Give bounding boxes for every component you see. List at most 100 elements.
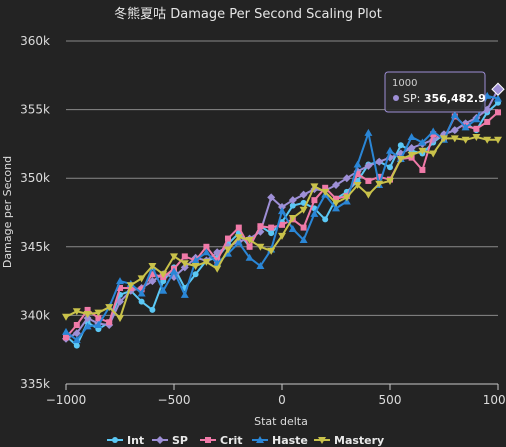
data-point-haste[interactable] [245,253,254,261]
data-point-mastery[interactable] [288,214,297,222]
data-point-crit[interactable] [84,306,91,313]
data-point-mastery[interactable] [191,263,200,271]
data-point-crit[interactable] [181,253,188,260]
legend-symbol[interactable] [256,436,264,443]
data-point-sp[interactable] [267,193,276,202]
data-point-haste[interactable] [472,115,481,123]
data-point-mastery[interactable] [461,136,470,144]
data-point-haste[interactable] [94,321,103,329]
data-point-mastery[interactable] [353,182,362,190]
data-point-haste[interactable] [310,209,319,217]
data-point-crit[interactable] [484,118,491,125]
data-point-mastery[interactable] [278,232,286,240]
data-point-mastery[interactable] [234,234,243,242]
data-point-haste[interactable] [450,111,459,119]
data-point-haste[interactable] [494,94,502,102]
data-point-mastery[interactable] [494,136,502,144]
data-point-mastery[interactable] [224,246,232,254]
data-point-haste[interactable] [332,204,340,212]
data-point-haste[interactable] [299,235,308,243]
data-point-sp[interactable] [342,174,351,183]
data-point-mastery[interactable] [321,188,330,196]
hover-point[interactable] [491,82,505,96]
data-point-mastery[interactable] [267,247,276,255]
data-point-mastery[interactable] [256,243,265,251]
data-point-haste[interactable] [72,336,81,344]
data-point-crit[interactable] [257,223,264,230]
data-point-crit[interactable] [235,224,242,231]
data-point-mastery[interactable] [72,308,81,316]
data-point-mastery[interactable] [342,194,351,202]
data-point-haste[interactable] [364,128,373,136]
data-point-mastery[interactable] [375,180,384,188]
data-point-haste[interactable] [180,290,189,298]
legend-item-haste[interactable]: Haste [252,434,308,447]
data-point-sp[interactable] [299,190,308,199]
data-point-mastery[interactable] [440,135,448,143]
data-point-crit[interactable] [73,322,80,329]
data-point-int[interactable] [73,342,80,349]
data-point-crit[interactable] [203,243,210,250]
data-point-mastery[interactable] [159,271,168,279]
data-point-haste[interactable] [191,256,200,264]
data-point-mastery[interactable] [245,236,254,244]
data-point-haste[interactable] [461,123,470,131]
data-point-crit[interactable] [473,125,480,132]
legend-item-sp[interactable]: SP [152,434,188,447]
data-point-mastery[interactable] [180,260,189,268]
data-point-int[interactable] [397,142,404,149]
data-point-crit[interactable] [279,221,285,228]
data-point-crit[interactable] [354,171,361,178]
data-point-crit[interactable] [419,166,426,173]
data-point-mastery[interactable] [116,315,124,323]
data-point-haste[interactable] [429,127,438,135]
data-point-mastery[interactable] [407,151,416,159]
data-point-crit[interactable] [246,243,253,250]
data-point-mastery[interactable] [418,147,427,155]
data-point-crit[interactable] [311,197,318,204]
data-point-crit[interactable] [63,334,69,341]
data-point-haste[interactable] [256,262,265,270]
data-point-sp[interactable] [116,297,124,306]
data-point-haste[interactable] [170,267,178,275]
data-point-mastery[interactable] [148,263,157,271]
data-point-int[interactable] [149,306,156,313]
legend-item-crit[interactable]: Crit [200,434,243,447]
data-point-crit[interactable] [106,319,113,326]
data-point-mastery[interactable] [310,183,319,191]
data-point-haste[interactable] [116,277,124,285]
data-point-haste[interactable] [278,207,286,215]
legend-item-mastery[interactable]: Mastery [314,434,384,447]
data-point-haste[interactable] [288,224,297,232]
data-point-mastery[interactable] [386,177,394,185]
data-point-mastery[interactable] [364,191,373,199]
data-point-haste[interactable] [353,160,362,168]
data-point-mastery[interactable] [94,309,103,317]
data-point-crit[interactable] [376,173,383,180]
data-point-sp[interactable] [375,157,384,166]
data-point-mastery[interactable] [62,313,70,321]
data-point-crit[interactable] [365,177,372,184]
data-point-haste[interactable] [137,289,146,297]
data-point-mastery[interactable] [170,253,178,261]
data-point-sp[interactable] [72,329,81,338]
data-point-int[interactable] [138,298,145,305]
data-point-crit[interactable] [495,109,501,116]
data-point-haste[interactable] [407,133,416,141]
data-point-haste[interactable] [418,138,427,146]
data-point-mastery[interactable] [472,134,481,142]
data-point-mastery[interactable] [429,150,438,158]
data-point-int[interactable] [268,230,275,237]
data-point-sp[interactable] [288,196,297,205]
data-point-crit[interactable] [300,224,307,231]
data-point-sp[interactable] [450,126,459,135]
legend-symbol[interactable] [318,437,326,444]
legend-item-int[interactable]: Int [107,434,144,447]
data-point-int[interactable] [322,216,329,223]
data-point-sp[interactable] [180,263,189,272]
data-point-mastery[interactable] [126,282,135,290]
data-point-int[interactable] [387,164,393,171]
data-point-sp[interactable] [148,277,157,286]
data-point-mastery[interactable] [299,206,308,214]
